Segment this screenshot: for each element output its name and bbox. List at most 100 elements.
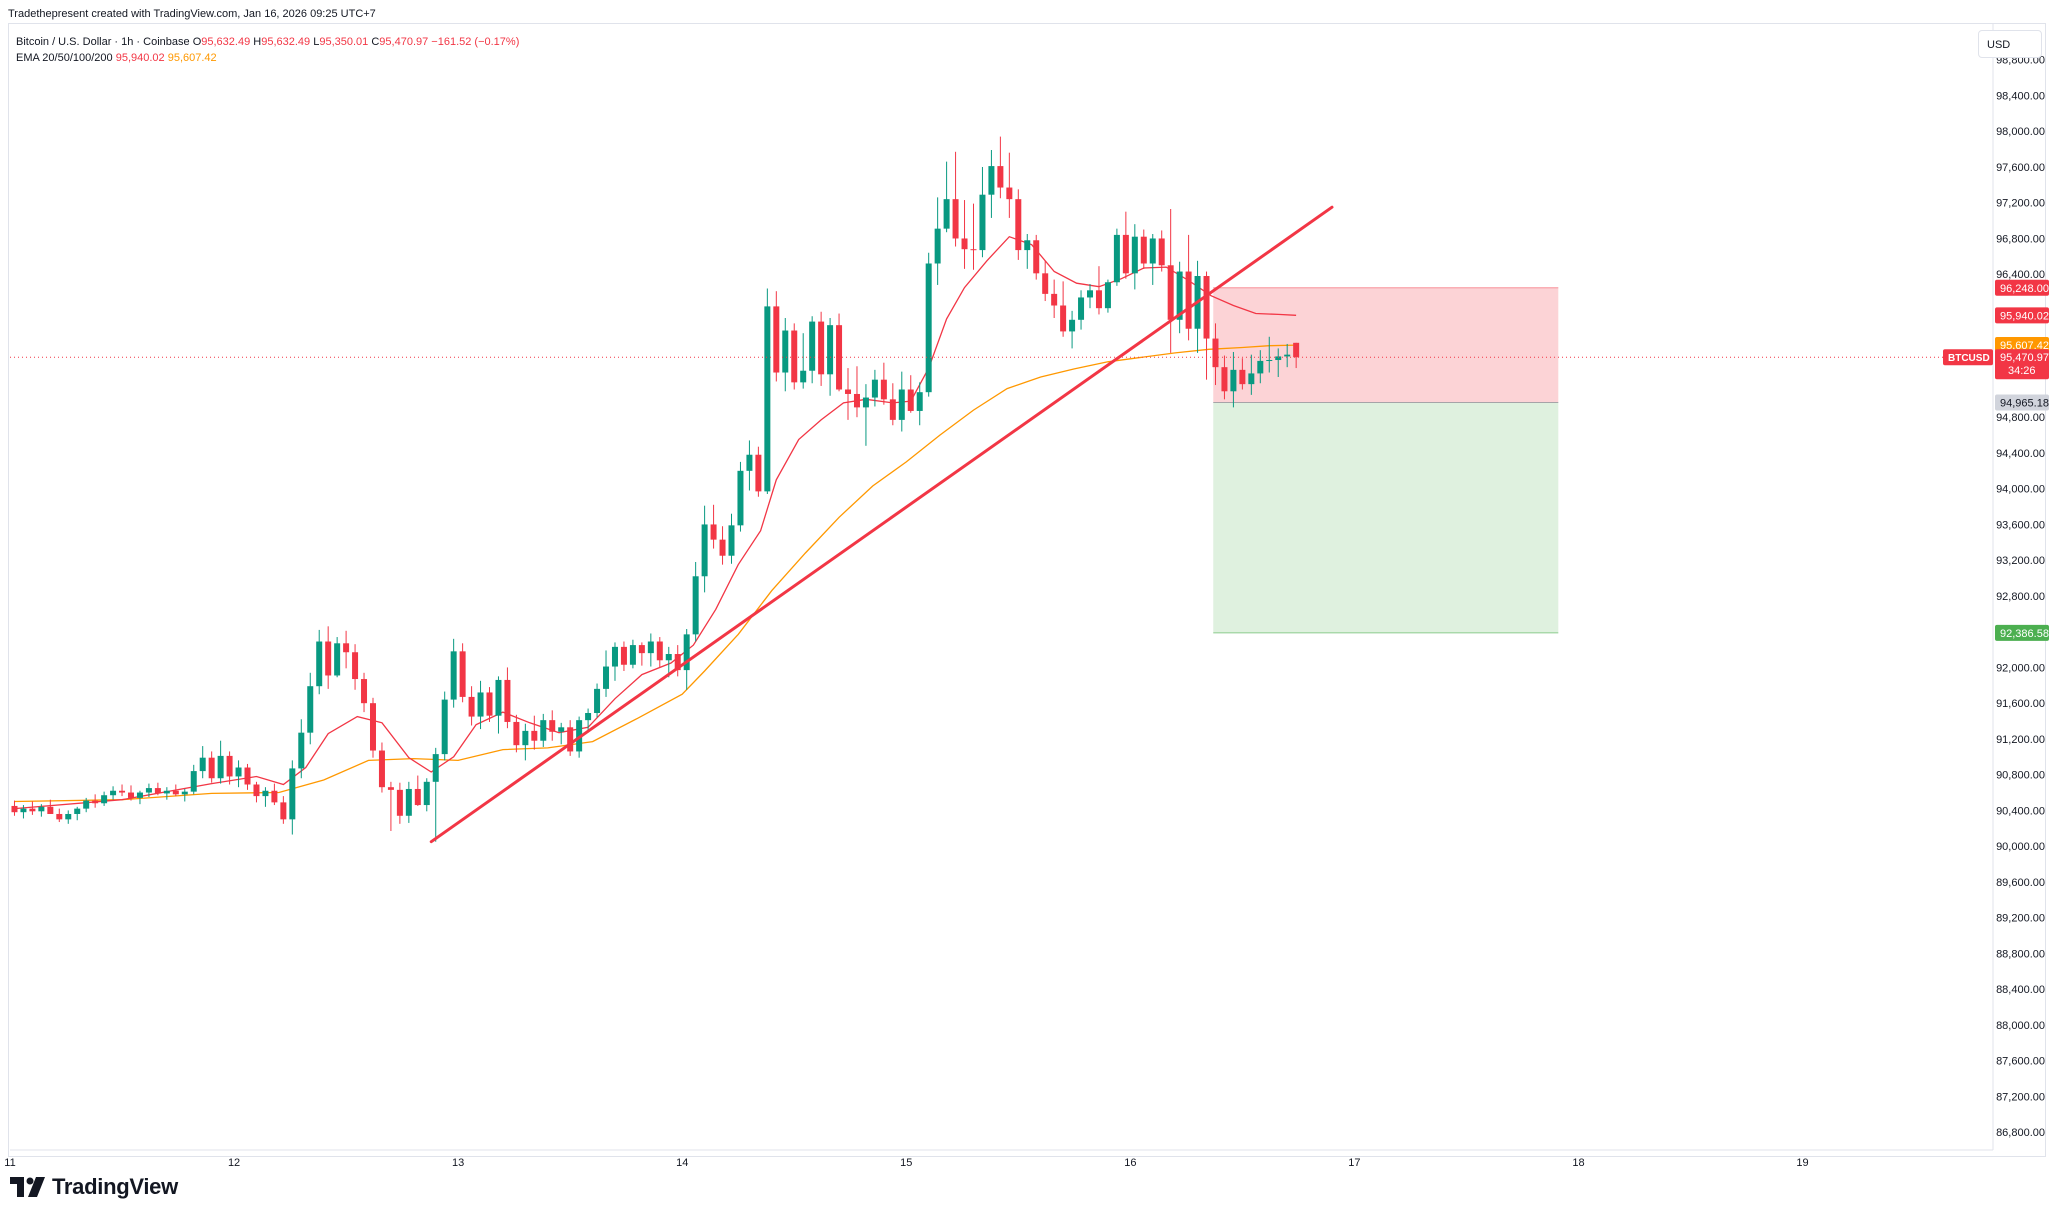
candle-body [567, 727, 574, 752]
candle-body [253, 784, 260, 797]
tradingview-logo[interactable]: TradingView [10, 1174, 178, 1200]
candle-body [316, 641, 323, 687]
candle-body [603, 666, 610, 689]
candle [1185, 234, 1192, 341]
trendline[interactable] [429, 205, 1334, 844]
candle-body [1113, 234, 1120, 283]
candle-body [925, 263, 932, 393]
candle-body [343, 643, 350, 653]
candle-body [495, 679, 502, 716]
candle [638, 642, 645, 666]
candle [1069, 310, 1076, 349]
candle-body [1051, 293, 1058, 306]
candle-body [827, 325, 834, 375]
stop-loss-zone[interactable] [1213, 287, 1559, 403]
time-axis: 11 12 13 14 15 16 17 18 19 [4, 1149, 1993, 1169]
candle [862, 384, 869, 446]
candle-body [65, 813, 72, 820]
entry-price-tag-label: 94,965.18 [2000, 397, 2049, 409]
candle-body [862, 397, 869, 408]
price-axis-tick-label: 93,600.00 [1996, 519, 2045, 531]
time-axis-tick-label: 11 [4, 1157, 15, 1169]
candle-body [836, 325, 843, 390]
candle [154, 782, 161, 796]
candle-body [307, 686, 314, 733]
legend-ema-row[interactable]: EMA 20/50/100/200 95,940.02 95,607.42 [16, 50, 519, 66]
candle-body [1221, 367, 1228, 392]
candle-body [405, 788, 412, 816]
candle [92, 794, 99, 808]
candle [701, 505, 708, 593]
stop-price-tag-label: 96,248.00 [2000, 283, 2049, 295]
candle [181, 788, 188, 802]
currency-button[interactable]: USD [1978, 30, 2042, 58]
candle-body [92, 800, 99, 804]
candle [199, 746, 206, 779]
candle [1033, 234, 1040, 280]
candle-body [916, 392, 923, 411]
chart-frame[interactable] [8, 23, 2046, 1157]
candle-body [1069, 319, 1076, 332]
ema50-price-tag: 95,607.42 [1995, 337, 2049, 354]
price-axis-tick-label: 88,800.00 [1996, 948, 2045, 960]
price-axis-tick-label: 94,800.00 [1996, 412, 2045, 424]
candle [1042, 260, 1049, 302]
entry-price-tag: 94,965.18 [1995, 394, 2049, 411]
candle-body [638, 645, 645, 654]
legend-low-label: L [313, 36, 320, 48]
candle-body [594, 688, 601, 714]
candle-body [746, 454, 753, 471]
price-axis-tick-label: 96,400.00 [1996, 269, 2045, 281]
candle [1158, 230, 1165, 272]
candle-body [1293, 342, 1300, 358]
candle-body [423, 781, 430, 806]
candle [495, 676, 502, 734]
candle-body [190, 771, 197, 792]
ema50-price-tag-label: 95,607.42 [2000, 340, 2049, 352]
candle-body [585, 713, 592, 721]
candle [674, 645, 681, 677]
price-axis-tick-label: 89,200.00 [1996, 913, 2045, 925]
candle [567, 720, 574, 756]
candle [101, 791, 108, 806]
candle [907, 375, 914, 413]
candle-body [764, 306, 771, 492]
take-profit-zone[interactable] [1213, 402, 1559, 633]
candle-body [208, 757, 215, 779]
price-axis: 86,800.00 87,200.00 87,600.00 88,000.00 88,4… [1992, 24, 2045, 1150]
candle [719, 526, 726, 565]
candle [737, 461, 744, 532]
price-axis-tick-label: 89,600.00 [1996, 877, 2045, 889]
candle-body [782, 330, 789, 373]
candle-body [540, 720, 547, 741]
candle [1266, 336, 1273, 373]
candle [432, 747, 439, 842]
candle [378, 742, 385, 793]
candle [325, 626, 332, 689]
candle-body [683, 634, 690, 671]
candle-body [1060, 305, 1067, 332]
candle-body [154, 788, 161, 794]
candle-body [755, 454, 762, 492]
last-price-tag-countdown: 34:26 [2008, 365, 2036, 377]
candle-body [952, 199, 959, 239]
candle [172, 784, 179, 797]
candle [289, 760, 296, 835]
candle [710, 504, 717, 549]
candle [423, 778, 430, 812]
candle-body [101, 795, 108, 804]
candle [262, 787, 269, 807]
candle [316, 629, 323, 695]
candle-body [486, 692, 493, 716]
candle-body [298, 732, 305, 769]
price-axis-tick-label: 92,800.00 [1996, 591, 2045, 603]
candle [1248, 354, 1255, 395]
candle-body [181, 791, 188, 795]
candle-body [997, 166, 1004, 188]
candle-body [889, 399, 896, 420]
candle [764, 288, 771, 495]
candle [961, 200, 968, 269]
candle [361, 672, 368, 713]
price-axis-tick-label: 98,000.00 [1996, 126, 2045, 138]
